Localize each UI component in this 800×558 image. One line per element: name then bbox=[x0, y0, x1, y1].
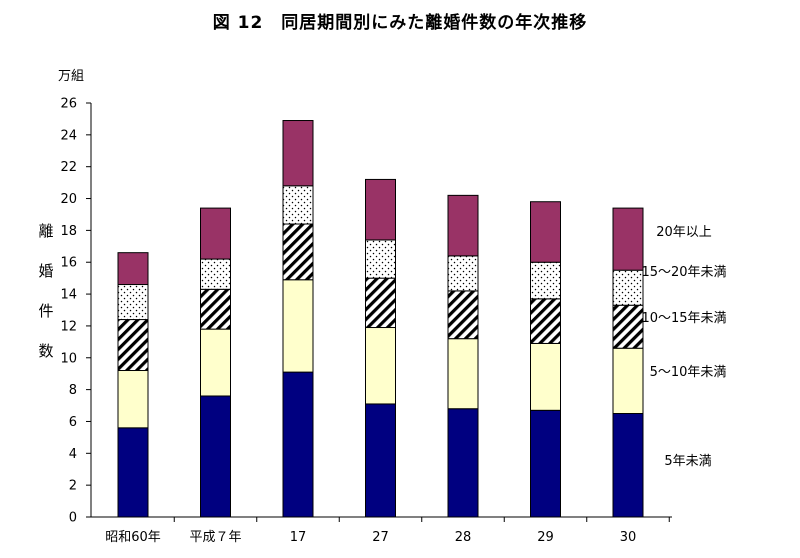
bar-stack bbox=[612, 207, 644, 518]
x-tick-label: 昭和60年 bbox=[105, 530, 161, 545]
x-ticks: 昭和60年 平成７年 17 27 28 29 30 bbox=[105, 517, 670, 545]
bar-segment-2 bbox=[612, 347, 644, 415]
y-unit-label: 万組 bbox=[58, 69, 84, 84]
bar-segment-5 bbox=[447, 194, 479, 257]
x-tick-label: 29 bbox=[537, 530, 554, 545]
bar-segment-2 bbox=[530, 342, 561, 411]
bar-segment-5 bbox=[530, 201, 561, 263]
bar-segment-3 bbox=[365, 277, 396, 329]
bar-segment-1 bbox=[447, 408, 479, 518]
bar-segment-1 bbox=[612, 413, 644, 518]
bar-segment-2 bbox=[282, 279, 314, 373]
bar-segment-4 bbox=[200, 258, 231, 290]
bar-stack bbox=[200, 207, 231, 518]
legend: 5年未満 5～10年未満 10～15年未満 15～20年未満 20年以上 bbox=[641, 225, 726, 469]
axes bbox=[90, 103, 672, 518]
legend-label-2: 5～10年未満 bbox=[650, 365, 727, 380]
bar-segment-3 bbox=[117, 319, 149, 372]
bar-segment-3 bbox=[200, 288, 231, 330]
bar-segment-2 bbox=[365, 327, 396, 405]
bar-segment-2 bbox=[117, 370, 149, 429]
bar-segment-3 bbox=[447, 290, 479, 340]
bar-stack bbox=[365, 178, 396, 518]
y-tick-label: 14 bbox=[60, 288, 77, 303]
y-tick-label: 26 bbox=[60, 97, 77, 112]
bar-segment-4 bbox=[612, 269, 644, 306]
legend-label-3: 10～15年未満 bbox=[641, 311, 726, 326]
bar-segment-1 bbox=[282, 371, 314, 518]
bar-segment-1 bbox=[530, 409, 561, 518]
bars bbox=[117, 120, 644, 518]
y-tick-label: 4 bbox=[69, 447, 77, 462]
x-tick-label: 28 bbox=[455, 530, 472, 545]
y-tick-label: 8 bbox=[69, 383, 77, 398]
bar-segment-1 bbox=[117, 427, 149, 518]
y-tick-label: 2 bbox=[69, 479, 77, 494]
y-axis-label-char: 件 bbox=[38, 302, 53, 320]
y-tick-label: 18 bbox=[60, 224, 77, 239]
bar-segment-1 bbox=[200, 395, 231, 518]
y-axis-label: 離婚件数 bbox=[38, 222, 53, 360]
bar-stack bbox=[117, 252, 149, 518]
y-axis-label-char: 数 bbox=[38, 342, 53, 360]
y-tick-label: 0 bbox=[69, 511, 77, 526]
bar-segment-4 bbox=[282, 185, 314, 225]
x-tick-label: 平成７年 bbox=[189, 530, 241, 545]
bar-segment-5 bbox=[282, 120, 314, 187]
bar-segment-4 bbox=[447, 255, 479, 292]
bar-segment-3 bbox=[282, 223, 314, 281]
bar-segment-4 bbox=[117, 284, 149, 321]
x-tick-label: 30 bbox=[620, 530, 637, 545]
bar-stack bbox=[282, 120, 314, 518]
x-tick-label: 27 bbox=[372, 530, 389, 545]
chart-title: 図 12 同居期間別にみた離婚件数の年次推移 bbox=[212, 13, 588, 33]
bar-segment-2 bbox=[447, 338, 479, 410]
bar-segment-3 bbox=[612, 304, 644, 349]
legend-label-1: 5年未満 bbox=[664, 454, 711, 469]
legend-label-5: 20年以上 bbox=[656, 225, 712, 240]
y-tick-label: 6 bbox=[69, 415, 77, 430]
bar-segment-3 bbox=[530, 298, 561, 344]
bar-segment-5 bbox=[365, 178, 396, 241]
y-axis-label-char: 婚 bbox=[38, 262, 53, 280]
legend-label-4: 15～20年未満 bbox=[641, 265, 726, 280]
y-tick-label: 20 bbox=[60, 192, 77, 207]
y-tick-label: 22 bbox=[60, 160, 77, 175]
bar-segment-4 bbox=[530, 261, 561, 300]
bar-stack bbox=[530, 201, 561, 518]
bar-segment-1 bbox=[365, 403, 396, 518]
bar-segment-2 bbox=[200, 328, 231, 397]
y-tick-label: 24 bbox=[60, 128, 77, 143]
bar-segment-5 bbox=[200, 207, 231, 260]
bar-stack bbox=[447, 194, 479, 518]
bar-segment-5 bbox=[117, 252, 149, 286]
bar-segment-5 bbox=[612, 207, 644, 271]
y-axis-label-char: 離 bbox=[38, 222, 53, 240]
x-tick-label: 17 bbox=[290, 530, 307, 545]
bar-segment-4 bbox=[365, 239, 396, 279]
y-tick-label: 12 bbox=[60, 319, 77, 334]
y-tick-label: 16 bbox=[60, 256, 77, 271]
y-tick-label: 10 bbox=[60, 351, 77, 366]
